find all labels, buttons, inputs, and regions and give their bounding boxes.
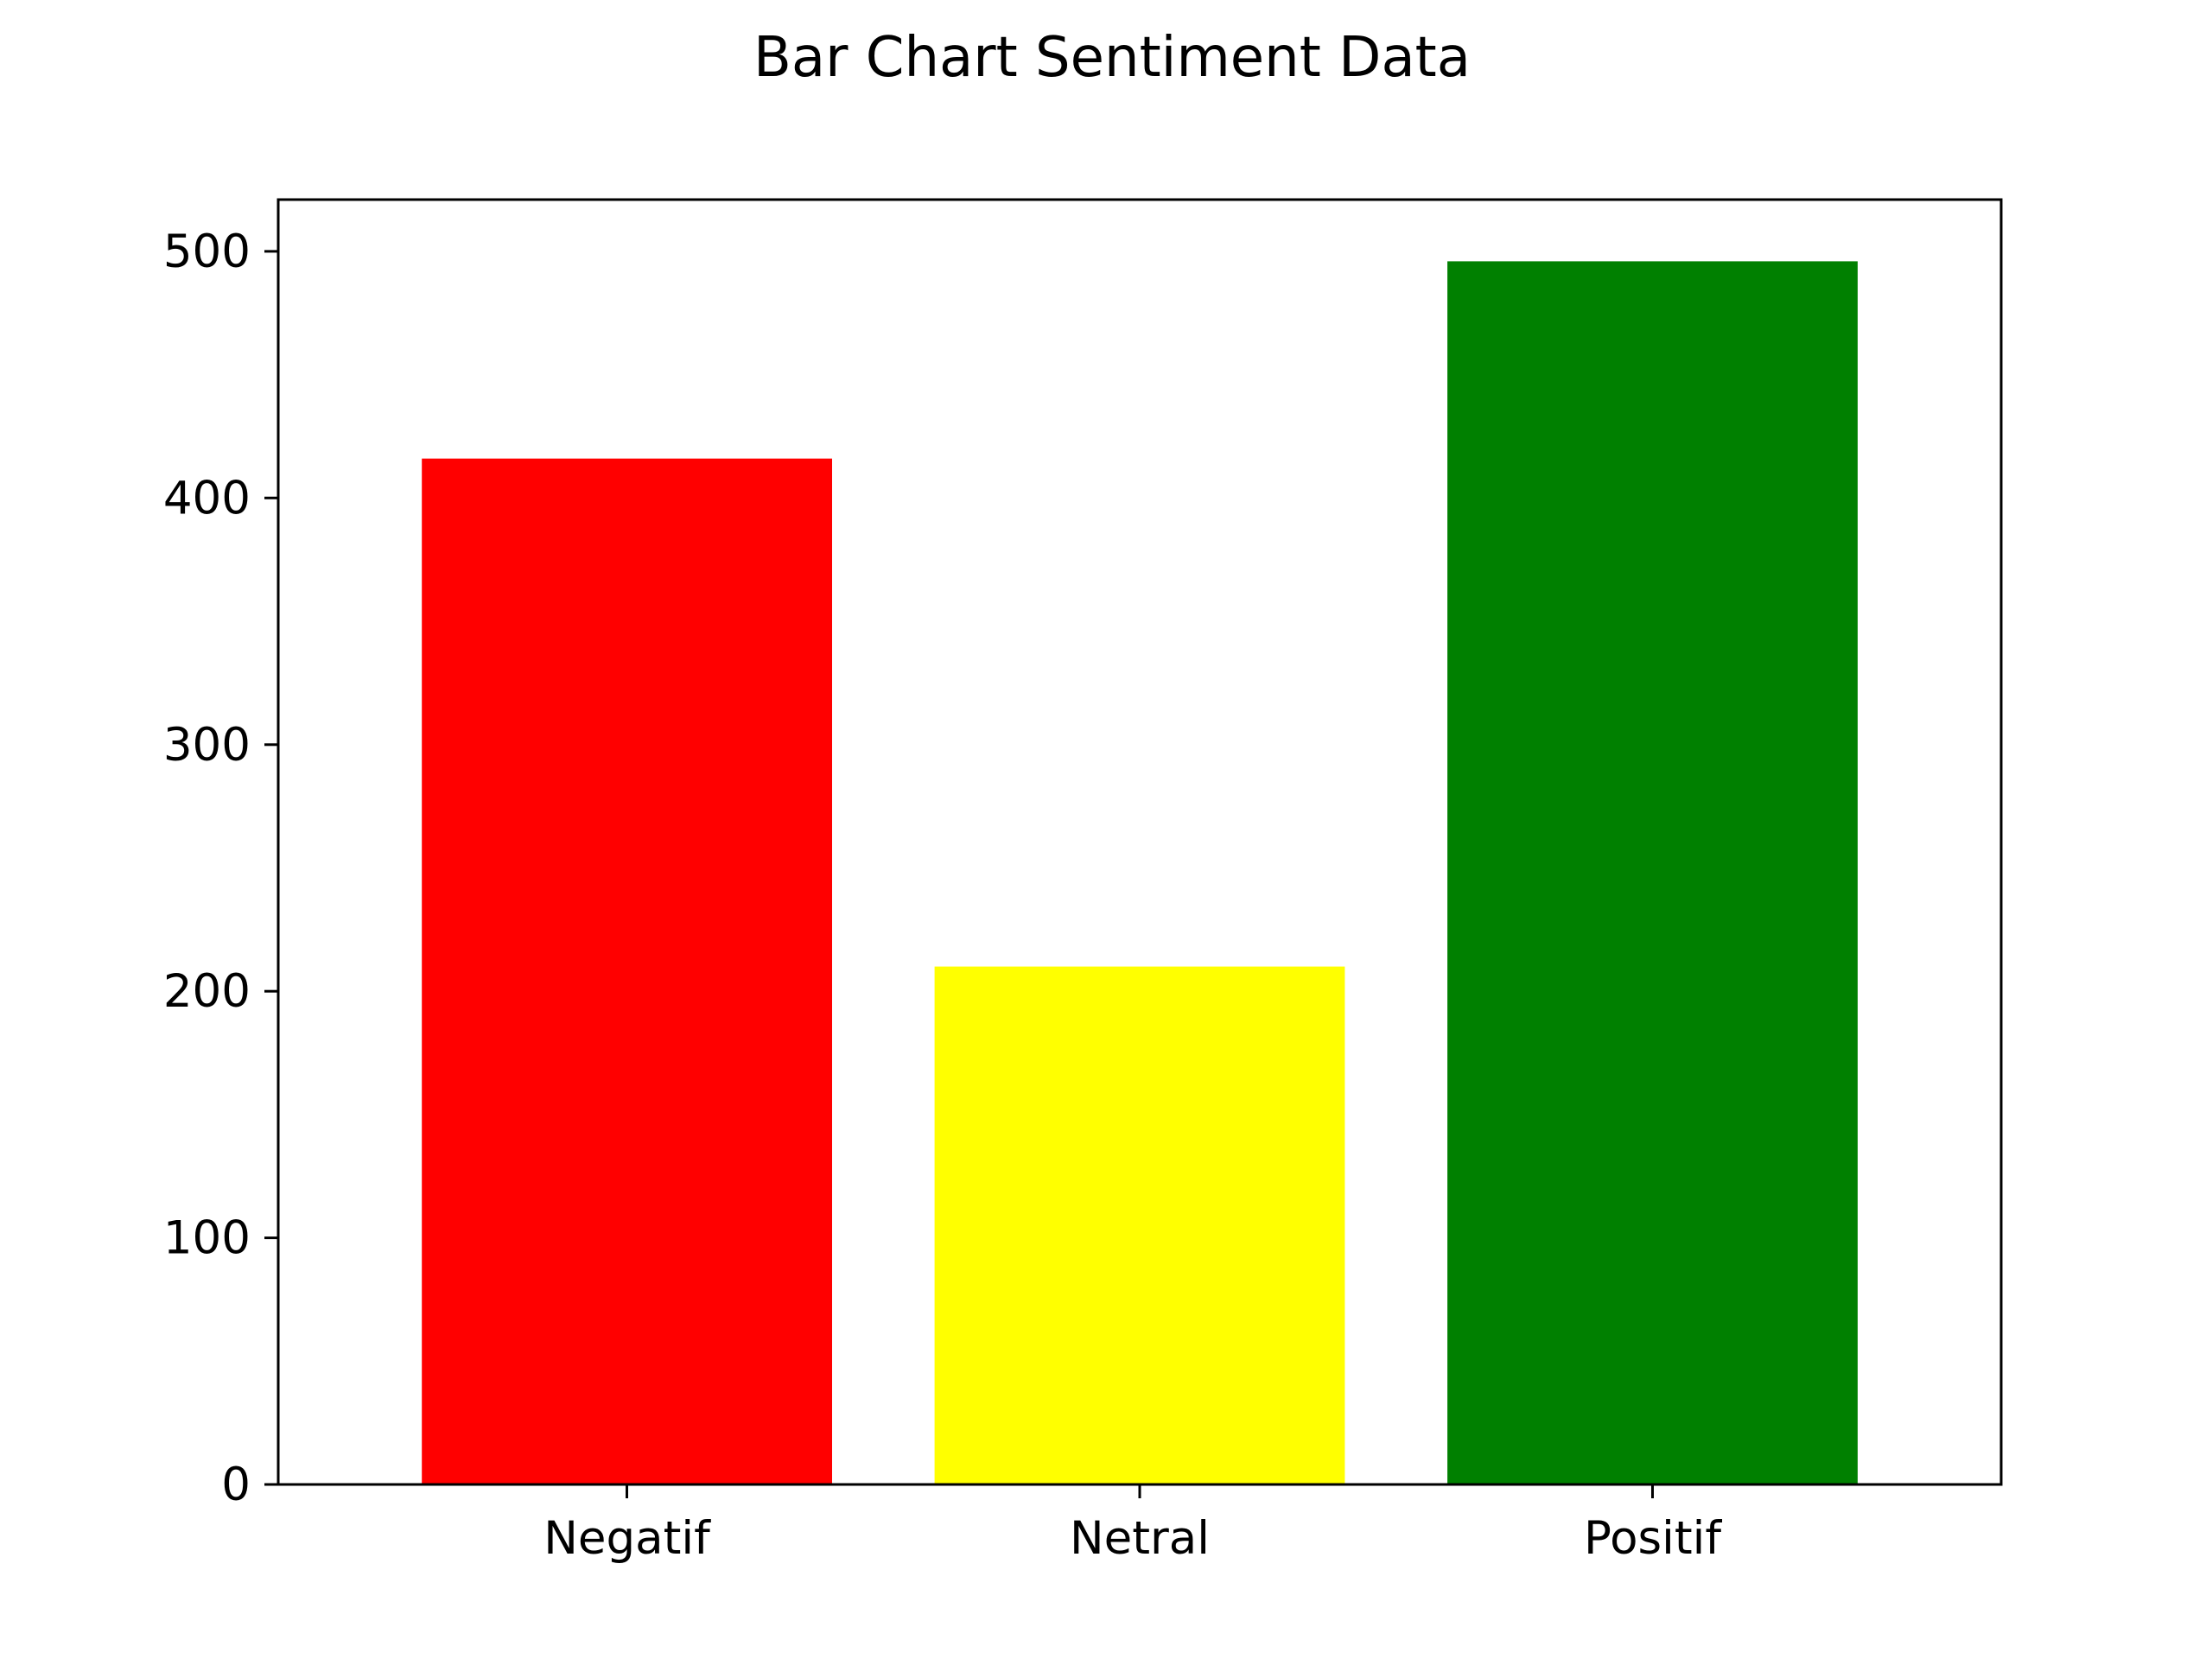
- y-tick-label: 300: [163, 719, 251, 772]
- bars-layer: [422, 261, 1858, 1485]
- x-tick-label: Positif: [1584, 1512, 1722, 1565]
- y-tick-label: 400: [163, 472, 251, 524]
- y-tick-label: 200: [163, 965, 251, 1018]
- chart-title: Bar Chart Sentiment Data: [753, 26, 1471, 90]
- y-tick-label: 500: [163, 226, 251, 278]
- y-axis-ticks: 0 100 200 300 400 500: [163, 226, 278, 1511]
- x-tick-label: Netral: [1070, 1512, 1210, 1565]
- x-tick-label: Negatif: [543, 1512, 711, 1565]
- bar-positif: [1447, 261, 1858, 1484]
- bar-netral: [934, 966, 1345, 1484]
- y-tick-label: 100: [163, 1212, 251, 1265]
- y-tick-label: 0: [221, 1459, 251, 1511]
- bar-negatif: [422, 458, 832, 1485]
- x-axis-ticks: Negatif Netral Positif: [543, 1484, 1722, 1565]
